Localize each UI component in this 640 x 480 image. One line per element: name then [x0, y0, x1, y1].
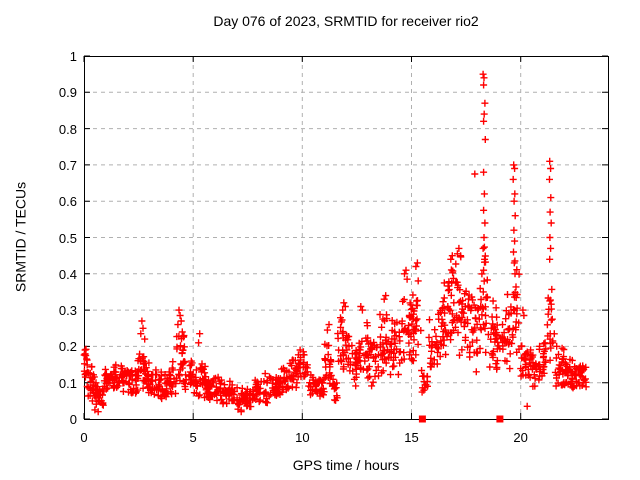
scatter-series	[80, 70, 590, 416]
gridlines	[85, 57, 607, 418]
x-tick-label: 15	[404, 430, 419, 445]
x-tick-label: 20	[513, 430, 528, 445]
y-tick-label: 0.5	[58, 230, 77, 246]
y-tick-label: 0.9	[58, 85, 77, 101]
chart-title: Day 076 of 2023, SRMTID for receiver rio…	[213, 13, 479, 29]
y-tick-label: 1	[69, 49, 77, 64]
y-tick-label: 0.4	[58, 266, 77, 282]
x-tick-label: 0	[80, 430, 88, 445]
axis-event-marker	[496, 415, 504, 423]
x-tick-label: 5	[189, 430, 197, 445]
axis-event-marker	[418, 415, 426, 423]
y-tick-label: 0.6	[58, 194, 77, 210]
y-tick-label: 0.7	[58, 157, 77, 173]
y-tick-label: 0.2	[58, 339, 77, 355]
y-tick-label: 0	[69, 412, 77, 427]
y-tick-label: 0.8	[58, 121, 77, 137]
x-axis-label: GPS time / hours	[292, 457, 400, 473]
y-tick-label: 0.3	[58, 303, 77, 319]
y-tick-label: 0.1	[58, 375, 77, 391]
plot-border	[84, 56, 609, 420]
x-tick-label: 10	[295, 430, 310, 445]
